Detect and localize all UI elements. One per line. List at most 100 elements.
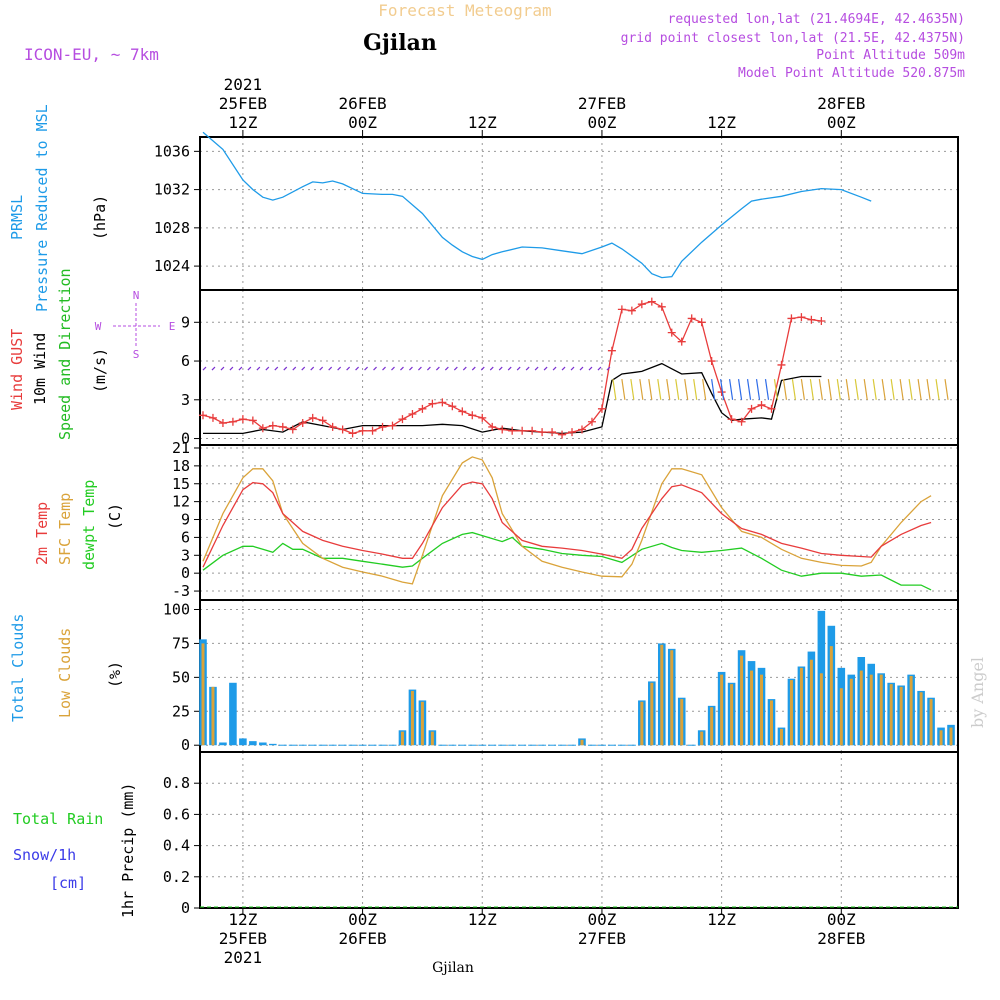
bottom-axis-label: 12Z [468, 910, 497, 929]
wind-gust-marker [528, 426, 537, 435]
bottom-axis-label: 00Z [827, 910, 856, 929]
wind-direction-arrow [247, 366, 252, 371]
wind-direction-arrow [935, 379, 940, 400]
wind-direction-arrow [453, 366, 458, 371]
compass-rose: N S W E [95, 289, 176, 361]
wind-direction-arrow [480, 366, 485, 371]
y-tick-label: 21 [172, 439, 190, 457]
top-axis-label: 26FEB [338, 94, 386, 113]
wind-direction-arrow [675, 379, 680, 400]
wind-gust-marker [358, 426, 367, 435]
wind-gust-marker [697, 318, 706, 327]
y-tick-label: 0 [181, 899, 190, 917]
low-cloud-bar [779, 728, 783, 746]
wind-direction-arrow [382, 366, 386, 371]
low-cloud-bar [410, 690, 414, 746]
pressure-label-1: PRMSL [8, 195, 26, 240]
wind-direction-arrow [729, 379, 734, 400]
wind-direction-arrow [462, 366, 467, 371]
model-altitude: Model Point Altitude 520.875m [738, 66, 965, 81]
y-tick-label: 18 [172, 457, 190, 475]
wind-direction-arrow [782, 379, 788, 400]
wind-gust-marker [348, 429, 357, 438]
wind-gust-marker [627, 306, 636, 315]
plot-layer: 10241028103210360369-3036912151821025507… [154, 75, 959, 967]
wind-gust-marker [338, 425, 347, 434]
dewpt-line [202, 531, 932, 591]
bottom-axis-label: 2021 [224, 948, 263, 967]
low-cloud-bar [919, 692, 923, 746]
wind-direction-arrow [444, 366, 449, 371]
y-tick-label: 1036 [154, 142, 190, 160]
wind-direction-arrow [328, 366, 333, 371]
wind-direction-arrow [800, 379, 805, 400]
sfc-temp-line [202, 456, 932, 585]
wind-direction-arrow [229, 366, 234, 371]
wind-gust-marker [438, 398, 447, 407]
y-tick-label: 0.4 [163, 837, 190, 855]
wind-direction-arrow [373, 366, 377, 371]
wind-direction-arrow [926, 379, 931, 400]
y-tick-label: 100 [163, 601, 190, 619]
low-cloud-bar [859, 670, 863, 746]
bottom-axis-label: 00Z [587, 910, 616, 929]
bottom-caption: Gjilan [432, 960, 474, 976]
wind-gust-marker [677, 337, 686, 346]
wind-gust-marker [577, 425, 586, 434]
low-cloud-bar [420, 701, 424, 746]
cloud-unit: (%) [106, 661, 124, 688]
low-cloud-bar [909, 676, 913, 746]
y-tick-label: 25 [172, 702, 190, 720]
pressure-label-2: Pressure Reduced to MSL [33, 104, 51, 312]
wind-gust-marker [757, 400, 766, 409]
wind-gust-marker [787, 314, 796, 323]
low-cloud-bar [211, 686, 215, 746]
wind-direction-arrow [648, 379, 653, 400]
y-tick-label: 0 [181, 430, 190, 448]
low-cloud-bar [829, 646, 833, 746]
wind-gust-marker [607, 346, 616, 355]
top-axis-label: 00Z [827, 113, 856, 132]
wind-direction-arrow [238, 366, 243, 371]
wind-direction-arrow [292, 366, 297, 371]
location-title: Gjilan [363, 30, 437, 56]
wind-gust-marker [458, 407, 467, 416]
wind-direction-arrow [561, 366, 566, 371]
wind-gust-marker [228, 417, 237, 426]
wind-gust-marker [318, 416, 327, 425]
bottom-axis-label: 28FEB [817, 929, 865, 948]
temp-unit: (C) [106, 503, 124, 530]
wind-gust-marker [238, 415, 247, 424]
y-tick-label: 0.8 [163, 774, 190, 792]
wind-direction-arrow [639, 379, 644, 400]
low-cloud-bar [750, 670, 754, 746]
wind-gust-marker [208, 413, 217, 422]
wind-direction-arrow [355, 366, 360, 371]
wind-direction-arrow [836, 379, 841, 400]
wind-gust-marker [707, 357, 716, 366]
wind-direction-arrow [301, 366, 306, 371]
wind-direction-arrow [256, 366, 261, 371]
low-cloud-bar [949, 727, 953, 746]
wind-gust-marker [408, 410, 417, 418]
wind-direction-arrow [588, 366, 593, 371]
total-cloud-bar [269, 743, 277, 746]
snow-label: Snow/1h [13, 846, 76, 864]
low-cloud-bar [700, 731, 704, 746]
wind-gust-marker [657, 302, 666, 311]
wind-direction-arrow [684, 379, 689, 400]
wind-direction-arrow [818, 379, 823, 400]
wind-gust-marker [568, 428, 577, 437]
low-cloud-bar [929, 699, 933, 746]
total-clouds-label: Total Clouds [9, 614, 27, 722]
wind-10m-label: 10m Wind [31, 333, 49, 405]
top-axis-label: 00Z [587, 113, 616, 132]
wind-gust-marker [388, 421, 397, 430]
low-cloud-bar [839, 688, 843, 746]
top-axis-label: 28FEB [817, 94, 865, 113]
y-tick-label: 3 [181, 546, 190, 564]
wind-gust-marker [637, 300, 646, 309]
compass-west: W [95, 320, 102, 333]
y-tick-label: 1028 [154, 219, 190, 237]
low-cloud-bar [720, 674, 724, 746]
